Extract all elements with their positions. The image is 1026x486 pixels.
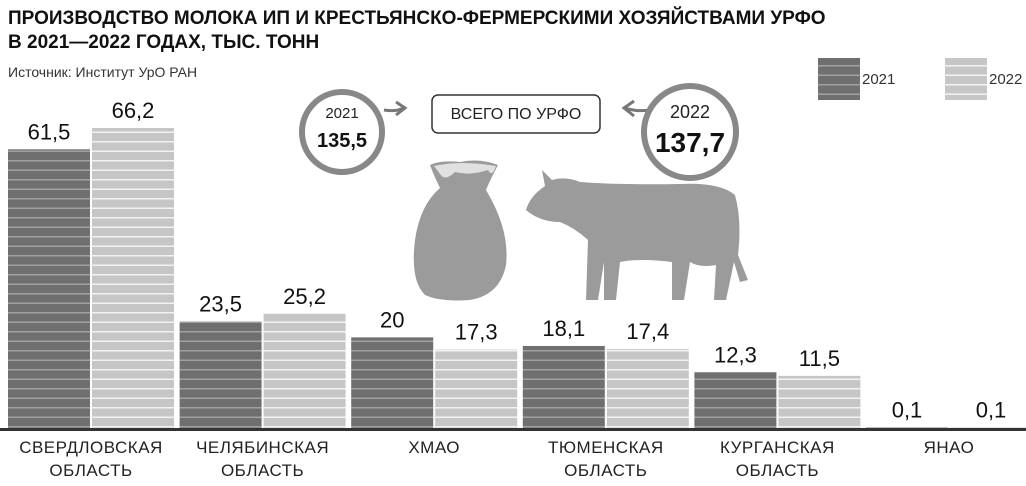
total-year: 2022 — [670, 102, 710, 122]
bar — [264, 314, 346, 428]
pitcher — [414, 161, 507, 301]
value-label: 23,5 — [199, 292, 242, 317]
total-value: 135,5 — [317, 130, 367, 152]
value-label: 17,4 — [626, 319, 669, 344]
value-label: 0,1 — [976, 398, 1007, 423]
value-label: 66,2 — [112, 98, 155, 123]
value-label: 12,3 — [714, 342, 757, 367]
arrow — [384, 102, 405, 115]
cow — [526, 170, 748, 300]
bar — [92, 128, 174, 428]
value-label: 11,5 — [799, 346, 840, 371]
bar — [607, 349, 689, 428]
chart: ПРОИЗВОДСТВО МОЛОКА ИП И КРЕСТЬЯНСКО-ФЕР… — [0, 0, 1026, 486]
x-tick-label: ТЮМЕНСКАЯ ОБЛАСТЬ — [526, 436, 686, 482]
bar — [778, 376, 860, 428]
x-tick-label: СВЕРДЛОВСКАЯ ОБЛАСТЬ — [11, 436, 171, 482]
legend-label: 2021 — [862, 71, 895, 88]
bar — [523, 346, 605, 428]
value-label: 25,2 — [283, 284, 326, 309]
bar — [180, 322, 262, 428]
legend-swatch — [818, 58, 860, 100]
baseline — [0, 428, 1026, 431]
legend-label: 2022 — [989, 71, 1022, 88]
value-label: 0,1 — [892, 398, 923, 423]
chart-title: В 2021—2022 ГОДАХ, ТЫС. ТОНН — [8, 32, 319, 53]
x-tick-label: ЯНАО — [869, 436, 1026, 459]
chart-title: ПРОИЗВОДСТВО МОЛОКА ИП И КРЕСТЬЯНСКО-ФЕР… — [8, 7, 826, 29]
bar — [351, 337, 433, 428]
x-tick-label: ЧЕЛЯБИНСКАЯ ОБЛАСТЬ — [183, 436, 343, 482]
bar — [435, 350, 517, 428]
bar — [8, 149, 90, 428]
value-label: 17,3 — [455, 320, 498, 345]
total-year: 2021 — [325, 105, 358, 122]
value-label: 18,1 — [542, 316, 585, 341]
legend-swatch — [945, 58, 987, 100]
value-label: 20 — [380, 307, 404, 332]
bar — [694, 372, 776, 428]
total-title: ВСЕГО ПО УРФО — [451, 106, 582, 123]
source: Источник: Институт УрО РАН — [8, 64, 197, 80]
total-value: 137,7 — [655, 127, 725, 158]
value-label: 61,5 — [28, 119, 71, 144]
x-tick-label: ХМАО — [354, 436, 514, 459]
page: ПРОИЗВОДСТВО МОЛОКА ИП И КРЕСТЬЯНСКО-ФЕР… — [0, 0, 1026, 486]
x-tick-label: КУРГАНСКАЯ ОБЛАСТЬ — [697, 436, 857, 482]
